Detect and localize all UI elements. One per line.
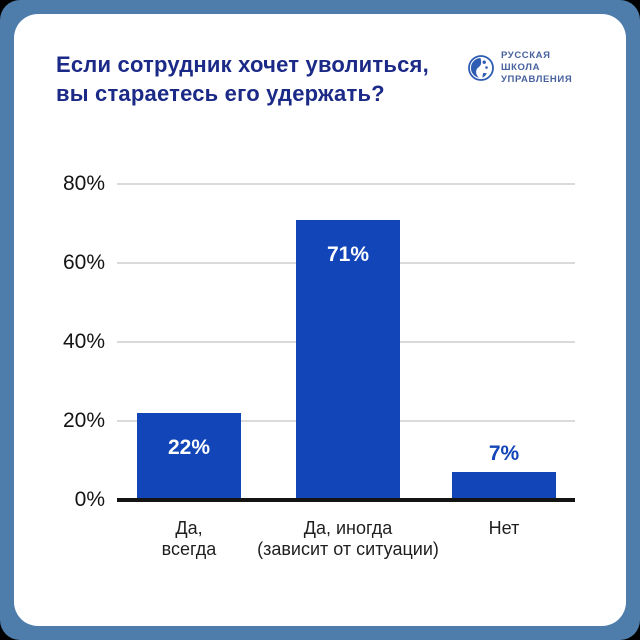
x-axis-label-line: Да,	[175, 518, 203, 538]
rshu-logo-text-line1: РУССКАЯ	[501, 50, 551, 61]
y-axis-tick-label: 20%	[62, 409, 105, 432]
bar-1	[137, 413, 241, 500]
chart-title-line1: Если сотрудник хочет уволиться,	[56, 52, 429, 77]
bar-2	[296, 219, 400, 500]
globe-icon	[468, 55, 494, 81]
x-axis-label: Нет	[389, 518, 619, 539]
y-axis-tick-label: 40%	[62, 330, 105, 353]
bar-value-label: 71%	[326, 242, 370, 266]
rshu-logo-text-line2: ШКОЛА	[501, 62, 541, 73]
y-axis-tick-label: 60%	[62, 251, 105, 274]
x-axis-label: Да, иногда (зависит от ситуации)	[233, 518, 463, 560]
x-axis-label-line: всегда	[161, 539, 217, 559]
x-axis-label-line: (зависит от ситуации)	[257, 539, 439, 559]
chart-title: Если сотрудник хочет уволиться, вы стара…	[56, 50, 429, 108]
x-axis-label: Да, всегда	[74, 518, 304, 560]
bar-value-label: 7%	[488, 442, 520, 466]
rshu-logo: РУССКАЯ ШКОЛА УПРАВЛЕНИЯ	[468, 50, 572, 86]
x-axis-line	[117, 498, 575, 502]
gridline-80%	[117, 183, 575, 185]
rshu-logo-text-line3: УПРАВЛЕНИЯ	[501, 74, 573, 85]
bar-value-label: 22%	[167, 436, 211, 460]
y-axis-tick-label: 80%	[62, 172, 105, 195]
bar-3	[452, 472, 556, 500]
y-axis-tick-label: 0%	[74, 488, 105, 511]
rshu-logo-text: РУССКАЯ ШКОЛА УПРАВЛЕНИЯ	[501, 50, 572, 86]
chart-title-line2: вы стараетесь его удержать?	[56, 81, 385, 106]
x-axis-label-line: Да, иногда	[303, 518, 393, 538]
x-axis-label-line: Нет	[488, 518, 520, 538]
